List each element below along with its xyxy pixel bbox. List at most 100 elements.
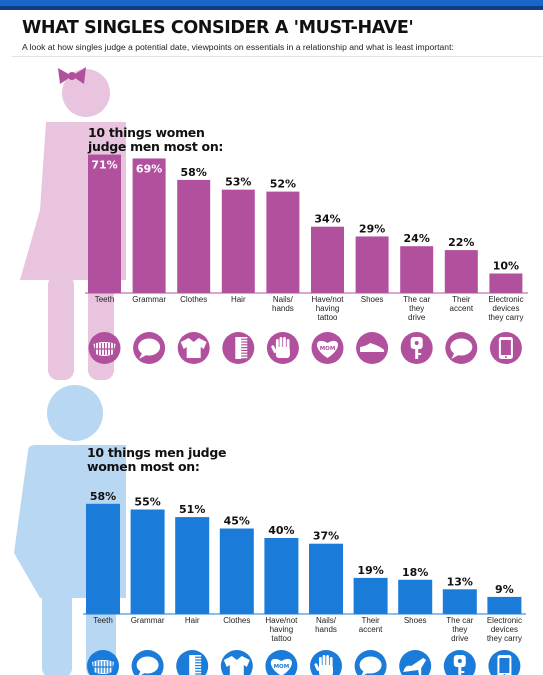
data-label: 45% (224, 515, 250, 528)
category-label: Nails/ (316, 616, 337, 625)
data-label: 37% (313, 530, 339, 543)
phone-icon (489, 332, 522, 364)
tattoo-icon-text: MOM (274, 664, 290, 670)
category-label: devices (491, 625, 518, 634)
category-label: they (452, 625, 467, 634)
category-label: accent (450, 304, 474, 313)
category-label: Clothes (180, 295, 207, 304)
category-label: Hair (185, 616, 200, 625)
bar (86, 503, 120, 614)
category-label: hands (315, 625, 337, 634)
category-label: having (270, 625, 294, 634)
speech-bubble-icon (445, 332, 478, 364)
comb-icon (222, 332, 255, 364)
bar (132, 158, 166, 293)
data-label: 58% (181, 166, 207, 179)
women-chart-title-line-2: judge men most on: (88, 139, 224, 154)
data-label: 13% (447, 575, 473, 588)
teeth-icon (87, 650, 119, 675)
teeth-icon (88, 332, 121, 364)
category-label: Nails/ (273, 295, 294, 304)
women-chart-title-line-1: 10 things women (88, 125, 205, 140)
data-label: 58% (90, 490, 116, 503)
category-label: Teeth (95, 295, 115, 304)
category-label: The car (403, 295, 430, 304)
shirt-icon (220, 650, 253, 675)
bar (444, 250, 478, 293)
bar (311, 226, 344, 293)
phone-icon (488, 650, 521, 675)
category-label: they (409, 304, 424, 313)
data-label: 55% (134, 496, 160, 509)
category-label: Grammar (131, 616, 165, 625)
car-key-icon (400, 332, 433, 364)
bar (398, 579, 433, 614)
men-chart-title: 10 things men judge women most on: (87, 446, 226, 474)
car-key-icon (443, 650, 476, 675)
hand-icon (266, 332, 299, 364)
bar (487, 596, 522, 614)
bar (442, 589, 477, 614)
data-label: 53% (225, 176, 251, 189)
bar (88, 154, 121, 293)
speech-bubble-icon (133, 332, 166, 364)
header-bar-shadow (0, 6, 543, 10)
bar (177, 179, 211, 293)
category-label: accent (359, 625, 383, 634)
category-label: Teeth (93, 616, 113, 625)
page-title: WHAT SINGLES CONSIDER A 'MUST-HAVE' (22, 18, 414, 38)
data-label: 10% (493, 260, 519, 273)
tattoo-icon: MOM (311, 332, 344, 364)
bar (175, 517, 210, 614)
category-label: they carry (487, 634, 522, 643)
category-label: Electronic (488, 295, 523, 304)
bar (130, 509, 165, 614)
data-label: 18% (402, 566, 428, 579)
bar (219, 528, 254, 614)
data-label: 24% (404, 232, 430, 245)
category-label: Have/not (265, 616, 298, 625)
category-label: Their (452, 295, 471, 304)
bar (400, 246, 434, 293)
bar (489, 273, 523, 293)
category-label: Shoes (404, 616, 427, 625)
data-label: 69% (136, 162, 162, 175)
bar (266, 191, 300, 293)
divider (12, 56, 543, 57)
data-label: 9% (495, 583, 514, 596)
comb-icon (176, 650, 209, 675)
data-label: 29% (359, 222, 385, 235)
category-label: tattoo (271, 634, 292, 643)
bar (353, 577, 388, 614)
category-label: having (316, 304, 340, 313)
category-label: Their (361, 616, 380, 625)
category-label: they carry (488, 313, 523, 322)
category-label: hands (272, 304, 294, 313)
tattoo-icon-text: MOM (320, 346, 336, 352)
hand-icon (310, 650, 342, 675)
category-label: Have/not (311, 295, 344, 304)
data-label: 34% (314, 213, 340, 226)
category-label: devices (492, 304, 519, 313)
bar (221, 189, 255, 293)
bar (309, 543, 343, 614)
shirt-icon (177, 332, 210, 364)
category-label: Hair (231, 295, 246, 304)
women-chart-title: 10 things women judge men most on: (88, 126, 223, 154)
data-label: 40% (268, 524, 294, 537)
category-label: drive (408, 313, 426, 322)
bar (355, 236, 389, 293)
category-label: drive (451, 634, 469, 643)
men-chart-title-line-2: women most on: (87, 459, 200, 474)
data-label: 52% (270, 178, 296, 191)
data-label: 71% (91, 159, 117, 172)
shoe-icon (356, 332, 389, 364)
category-label: Shoes (361, 295, 384, 304)
tattoo-icon: MOM (265, 650, 298, 675)
data-label: 22% (448, 236, 474, 249)
bar (264, 538, 299, 614)
category-label: tattoo (317, 313, 338, 322)
category-label: Electronic (487, 616, 522, 625)
page-subtitle: A look at how singles judge a potential … (22, 42, 454, 52)
